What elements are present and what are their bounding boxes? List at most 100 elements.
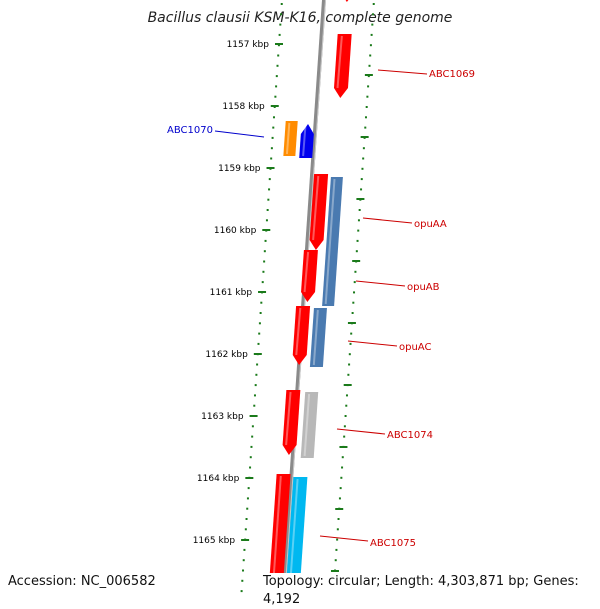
scale-dot — [343, 425, 346, 428]
scale-dot — [270, 147, 273, 150]
backbone-highlight — [284, 0, 326, 600]
scale-dot — [241, 579, 244, 582]
scale-tick-dots — [240, 3, 375, 593]
scale-dot — [368, 64, 371, 67]
scale-dot — [353, 291, 356, 294]
gene-shine — [303, 393, 311, 457]
scale-dot — [263, 260, 266, 263]
scale-dot — [336, 538, 339, 541]
scale-dot — [261, 281, 264, 284]
gene-label: opuAC — [399, 342, 431, 353]
major-tick-left — [241, 539, 250, 541]
scale-dot — [351, 312, 354, 314]
major-tick-left — [253, 353, 262, 355]
scale-label: 1160 kbp — [214, 226, 257, 236]
major-tick-left — [258, 291, 267, 293]
scale-dot — [272, 116, 275, 119]
scale-dot — [365, 106, 368, 108]
gene-arrow-red — [282, 390, 301, 455]
genome-backbone — [281, 0, 326, 600]
scale-dot — [348, 353, 351, 356]
gene-label: ABC1070 — [167, 125, 213, 136]
scale-dot — [242, 559, 245, 562]
scale-dot — [256, 363, 259, 366]
scale-dot — [341, 456, 344, 459]
scale-dot — [253, 404, 256, 407]
scale-dot — [274, 95, 277, 98]
major-tick-right — [347, 322, 356, 324]
scale-dot — [270, 157, 273, 160]
scale-dot — [343, 435, 346, 438]
major-tick-right — [356, 198, 365, 200]
gene-shine — [303, 251, 310, 293]
scale-dot — [364, 116, 367, 119]
scale-dot — [349, 342, 352, 345]
scale-dot — [277, 44, 280, 47]
scale-dot — [267, 198, 270, 201]
major-tick-left — [262, 229, 271, 231]
scale-label: 1165 kbp — [193, 536, 236, 546]
gene-label: ABC1069 — [429, 69, 475, 80]
label-leader-line — [362, 217, 413, 224]
scale-label: 1159 kbp — [218, 164, 261, 174]
scale-dot — [242, 569, 245, 572]
scale-dot — [247, 487, 250, 490]
scale-dot — [345, 394, 348, 397]
scale-dot — [338, 497, 341, 500]
scale-label: 1158 kbp — [222, 102, 265, 112]
major-tick-right — [360, 136, 369, 138]
label-leader-line — [347, 340, 398, 347]
scale-dot — [262, 270, 265, 273]
gene-shine — [312, 309, 319, 366]
label-leader-line — [214, 130, 265, 138]
scale-dot — [357, 229, 360, 232]
scale-dot — [259, 312, 262, 314]
gene-shine — [336, 35, 343, 89]
scale-dot — [258, 322, 261, 325]
label-leader-line — [319, 535, 369, 542]
scale-dot — [366, 95, 369, 98]
scale-dot — [276, 64, 279, 67]
gene-shine — [324, 178, 336, 305]
scale-dot — [253, 394, 256, 397]
scale-labels: 1157 kbp 1158 kbp 1159 kbp 1160 kbp 1161 kbp… — [193, 40, 270, 546]
gene-arrow-red — [268, 474, 291, 600]
scale-dot — [335, 548, 338, 551]
gene-arrow-orange — [283, 121, 298, 156]
scale-dot — [254, 384, 257, 387]
scale-dot — [369, 44, 372, 47]
gene-arrow-red — [333, 34, 352, 98]
scale-label: 1163 kbp — [201, 412, 244, 422]
backbone-line — [281, 0, 326, 600]
scale-dot — [352, 301, 355, 304]
scale-dot — [246, 497, 249, 500]
scale-dot — [278, 33, 281, 36]
scale-dot — [347, 373, 350, 376]
major-tick-left — [245, 477, 254, 479]
gene-label: ABC1074 — [387, 430, 433, 441]
gene-track — [264, 0, 352, 600]
scale-dot — [272, 126, 275, 129]
genome-stats-text: Topology: circular; Length: 4,303,871 bp… — [259, 573, 600, 609]
label-leader-line — [377, 69, 428, 75]
scale-dot — [340, 476, 343, 479]
scale-dot — [367, 75, 370, 78]
scale-dot — [372, 13, 375, 16]
scale-dot — [250, 445, 253, 448]
gene-shine — [285, 122, 291, 155]
major-tick-left — [266, 167, 275, 169]
scale-dot — [356, 239, 359, 242]
scale-dot — [337, 518, 340, 520]
scale-dot — [266, 209, 269, 211]
gene-arrow-cyan — [285, 477, 308, 600]
gene-shine — [312, 175, 320, 241]
scale-label: 1157 kbp — [227, 40, 270, 50]
scale-dot — [361, 167, 364, 170]
scale-dot — [341, 466, 344, 469]
scale-dot — [280, 13, 283, 16]
gene-arrow-blue — [299, 124, 314, 158]
major-tick-left — [274, 43, 283, 45]
scale-dot — [275, 85, 278, 88]
gene-shine — [285, 391, 292, 446]
accession-text: Accession: NC_006582 — [8, 573, 156, 591]
